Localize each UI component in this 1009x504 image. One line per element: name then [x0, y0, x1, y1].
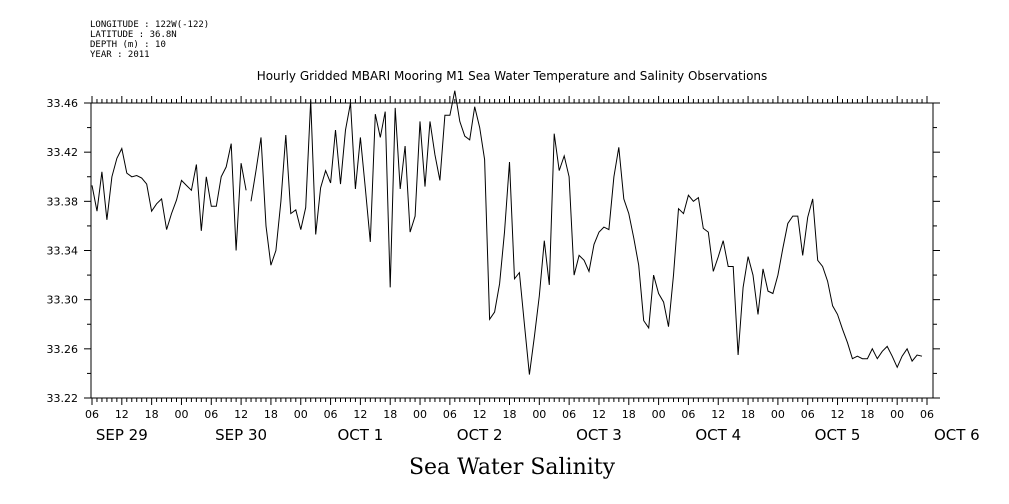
- x-day-label: OCT 6: [934, 426, 980, 444]
- y-tick-label: 33.42: [47, 146, 79, 159]
- x-hour-label: 18: [145, 408, 159, 421]
- x-hour-label: 18: [860, 408, 874, 421]
- x-hour-label: 06: [681, 408, 695, 421]
- x-hour-label: 00: [532, 408, 546, 421]
- x-hour-label: 06: [324, 408, 338, 421]
- x-hour-label: 00: [771, 408, 785, 421]
- x-hour-label: 06: [562, 408, 576, 421]
- y-tick-label: 33.34: [47, 245, 79, 258]
- x-day-label: OCT 1: [338, 426, 384, 444]
- y-tick-label: 33.38: [47, 195, 79, 208]
- metadata-block: LONGITUDE : 122W(-122) LATITUDE : 36.8N …: [90, 20, 209, 60]
- salinity-series: [91, 90, 923, 375]
- x-hour-label: 18: [622, 408, 636, 421]
- x-hour-label: 12: [592, 408, 606, 421]
- x-hour-label: 06: [801, 408, 815, 421]
- x-hour-label: 06: [920, 408, 934, 421]
- x-hour-label: 18: [741, 408, 755, 421]
- x-hour-label: 06: [85, 408, 99, 421]
- x-day-label: SEP 29: [96, 426, 148, 444]
- x-hour-label: 12: [115, 408, 129, 421]
- x-hour-label: 00: [652, 408, 666, 421]
- latitude-text: LATITUDE : 36.8N: [90, 30, 177, 40]
- x-hour-label: 18: [383, 408, 397, 421]
- y-tick-label: 33.22: [47, 392, 79, 405]
- x-axis-title: Sea Water Salinity: [409, 455, 616, 480]
- x-hour-label: 12: [711, 408, 725, 421]
- longitude-text: LONGITUDE : 122W(-122): [90, 20, 210, 30]
- x-hour-label: 00: [413, 408, 427, 421]
- plot-frame: [90, 102, 934, 399]
- x-day-label: SEP 30: [215, 426, 267, 444]
- x-hour-label: 12: [353, 408, 367, 421]
- x-hour-label: 18: [503, 408, 517, 421]
- x-day-label: OCT 5: [815, 426, 861, 444]
- chart-title: Hourly Gridded MBARI Mooring M1 Sea Wate…: [257, 69, 768, 83]
- y-tick-labels: 33.22 33.26 33.30 33.34 33.38 33.42 33.46: [47, 97, 79, 405]
- x-day-label: OCT 3: [576, 426, 622, 444]
- axis-ticks: [84, 96, 940, 405]
- x-hour-label: 12: [473, 408, 487, 421]
- x-hour-label: 18: [264, 408, 278, 421]
- y-tick-label: 33.46: [47, 97, 79, 110]
- x-hour-label: 06: [204, 408, 218, 421]
- x-hour-label: 06: [443, 408, 457, 421]
- x-hour-label: 00: [890, 408, 904, 421]
- y-tick-label: 33.30: [47, 294, 79, 307]
- x-hour-label: 12: [831, 408, 845, 421]
- series-line: [91, 90, 923, 375]
- y-tick-label: 33.26: [47, 343, 79, 356]
- year-text: YEAR : 2011: [90, 50, 150, 60]
- depth-text: DEPTH (m) : 10: [90, 40, 166, 50]
- x-hour-label: 12: [234, 408, 248, 421]
- x-hour-label: 00: [174, 408, 188, 421]
- x-hour-labels: 06 12 18 00 06 12 18 00 06 12 18 00 06 12 18 00 06 12 18 00…: [85, 408, 934, 421]
- x-day-label: OCT 4: [695, 426, 741, 444]
- x-day-labels: SEP 29 SEP 30 OCT 1 OCT 2 OCT 3 OCT 4 OCT 5 OCT…: [96, 426, 980, 444]
- x-day-label: OCT 2: [457, 426, 503, 444]
- x-hour-label: 00: [294, 408, 308, 421]
